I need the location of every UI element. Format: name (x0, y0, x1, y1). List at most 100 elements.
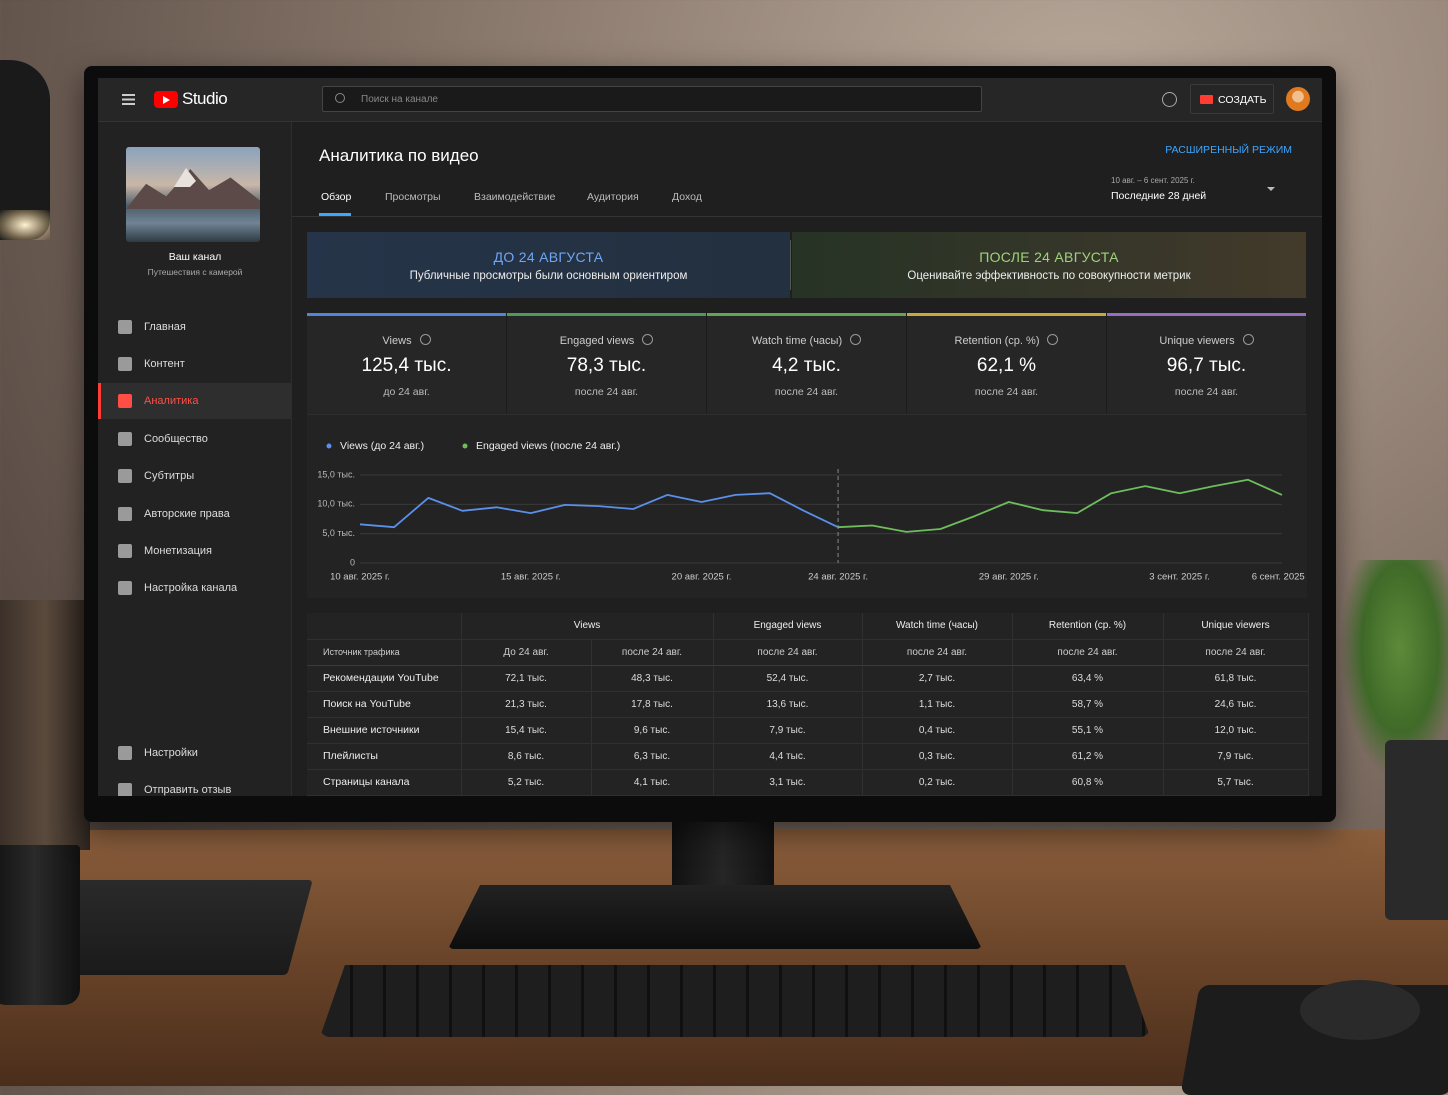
channel-thumbnail[interactable] (126, 147, 260, 242)
lamp-light (0, 210, 50, 240)
table-cell: 15,4 тыс. (461, 717, 592, 744)
table-cell: 2,7 тыс. (862, 665, 1013, 692)
info-icon[interactable] (1047, 334, 1059, 345)
table-subheader-cell: после 24 авг. (1012, 639, 1164, 666)
table-cell: 5,7 тыс. (1163, 769, 1309, 796)
nav-item[interactable]: Субтитры (98, 458, 291, 494)
nav-item[interactable]: Настройки (98, 735, 291, 771)
nav-item[interactable]: Авторские права (98, 496, 291, 532)
nav-label: Аналитика (144, 395, 199, 407)
kpi-value: 125,4 тыс. (361, 355, 452, 376)
nav-icon (118, 432, 132, 446)
nav-item[interactable]: Монетизация (98, 533, 291, 569)
banner-before: ДО 24 АВГУСТА Публичные просмотры были о… (307, 232, 790, 298)
nav-label: Сообщество (144, 433, 208, 445)
tab[interactable]: Просмотры (385, 191, 441, 203)
table-cell: 61,8 тыс. (1163, 665, 1309, 692)
kpi-value: 78,3 тыс. (566, 355, 647, 376)
table-header-cell: Unique viewers (1163, 613, 1309, 640)
kpi-label: Watch time (часы) (751, 335, 843, 347)
table-row[interactable]: Внешние источники 15,4 тыс. 9,6 тыс. 7,9 ты… (307, 717, 1309, 744)
table-subheader-cell: после 24 авг. (1163, 639, 1309, 666)
table-cell: 12,0 тыс. (1163, 717, 1309, 744)
menu-button[interactable] (122, 94, 135, 105)
table-row[interactable]: Плейлисты 8,6 тыс. 6,3 тыс. 4,4 тыс. 0,3 тыс… (307, 743, 1309, 770)
nav-icon (118, 544, 132, 558)
avatar[interactable] (1286, 87, 1310, 111)
nav-label: Контент (144, 358, 185, 370)
kpi-note: после 24 авг. (1174, 386, 1239, 398)
info-icon[interactable] (642, 334, 654, 345)
logo-text[interactable]: Studio (182, 89, 228, 108)
search-box[interactable]: Поиск на канале (322, 86, 982, 112)
table-cell: 1,1 тыс. (862, 691, 1013, 718)
nav-label: Монетизация (144, 545, 212, 557)
info-icon[interactable] (850, 334, 862, 345)
create-button[interactable]: СОЗДАТЬ (1190, 84, 1274, 114)
kpi-card: Views 125,4 тыс. до 24 авг. (307, 313, 507, 414)
screen: Studio Поиск на канале СОЗДАТЬ Ваш канал… (98, 78, 1322, 796)
table-header-cell: Watch time (часы) (862, 613, 1013, 640)
table-cell: 13,6 тыс. (713, 691, 863, 718)
table-cell: Поиск на YouTube (307, 691, 462, 718)
table-cell: 5,2 тыс. (461, 769, 592, 796)
table-cell: 8,6 тыс. (461, 743, 592, 770)
nav-item[interactable]: Сообщество (98, 421, 291, 457)
table-cell: 9,6 тыс. (591, 717, 714, 744)
nav-item[interactable]: Контент (98, 346, 291, 382)
banner-text: Публичные просмотры были основным ориент… (409, 270, 688, 282)
logo-icon[interactable] (154, 91, 178, 108)
table-cell: 0,3 тыс. (862, 743, 1013, 770)
nav-item[interactable]: Настройка канала (98, 570, 291, 606)
books (0, 600, 90, 850)
active-tab-indicator (319, 213, 351, 216)
monitor-stand (672, 820, 774, 895)
table-subheader-row: Источник трафика До 24 авг. после 24 авг. п… (307, 639, 1309, 666)
kpi-label-row: Engaged views (507, 334, 706, 347)
x-tick-label: 6 сент. 2025 г. (1252, 572, 1307, 583)
nav-item[interactable]: Главная (98, 309, 291, 345)
top-bar: Studio Поиск на канале СОЗДАТЬ (98, 78, 1322, 122)
nav-item[interactable]: Отправить отзыв (98, 772, 291, 796)
table-cell: 55,1 % (1012, 717, 1164, 744)
table-cell: Плейлисты (307, 743, 462, 770)
table-cell: Страницы канала (307, 769, 462, 796)
date-preset[interactable]: Последние 28 дней (1111, 190, 1207, 202)
chart: 0 5,0 тыс. 10,0 тыс. 15,0 тыс. 10 авг. 2025 … (317, 440, 1312, 583)
table-row[interactable]: Страницы канала 5,2 тыс. 4,1 тыс. 3,1 тыс. 0… (307, 769, 1309, 796)
kpi-note: до 24 авг. (383, 386, 430, 398)
help-button[interactable] (1162, 92, 1177, 107)
monitor-base (448, 885, 982, 949)
table-cell: 72,1 тыс. (461, 665, 592, 692)
tab[interactable]: Доход (672, 191, 702, 203)
table-subheader-cell: после 24 авг. (713, 639, 863, 666)
banner-title: ДО 24 АВГУСТА (493, 249, 604, 265)
info-icon[interactable] (1242, 334, 1254, 345)
info-icon[interactable] (419, 334, 431, 345)
tab[interactable]: Обзор (321, 191, 352, 203)
kpi-label-row: Retention (ср. %) (907, 334, 1106, 347)
table-cell: 52,4 тыс. (713, 665, 863, 692)
nav-label: Отправить отзыв (144, 784, 232, 796)
tab[interactable]: Аудитория (587, 191, 639, 203)
x-tick-label: 10 авг. 2025 г. (330, 572, 390, 583)
table-subheader-cell: Источник трафика (307, 639, 462, 666)
nav-label: Настройки (144, 747, 198, 759)
tab[interactable]: Взаимодействие (474, 191, 556, 203)
kpi-label-row: Watch time (часы) (707, 334, 906, 347)
advanced-mode-link[interactable]: РАСШИРЕННЫЙ РЕЖИМ (1165, 144, 1292, 156)
nav-icon (118, 746, 132, 760)
y-tick-label: 10,0 тыс. (317, 499, 355, 509)
x-tick-label: 3 сент. 2025 г. (1149, 572, 1210, 583)
x-tick-label: 20 авг. 2025 г. (672, 572, 732, 583)
kpi-value: 62,1 % (976, 355, 1037, 376)
table-row[interactable]: Поиск на YouTube 21,3 тыс. 17,8 тыс. 13,6 т… (307, 691, 1309, 718)
table-row[interactable]: Рекомендации YouTube 72,1 тыс. 48,3 тыс. 52… (307, 665, 1309, 692)
table-subheader-cell: До 24 авг. (461, 639, 592, 666)
nav-label: Главная (144, 321, 186, 333)
table-cell: 7,9 тыс. (1163, 743, 1309, 770)
table-header-cell: Views (461, 613, 714, 640)
kpi-label: Engaged views (559, 335, 635, 347)
nav-item[interactable]: Аналитика (98, 383, 291, 419)
date-dropdown-arrow[interactable] (1267, 187, 1275, 191)
